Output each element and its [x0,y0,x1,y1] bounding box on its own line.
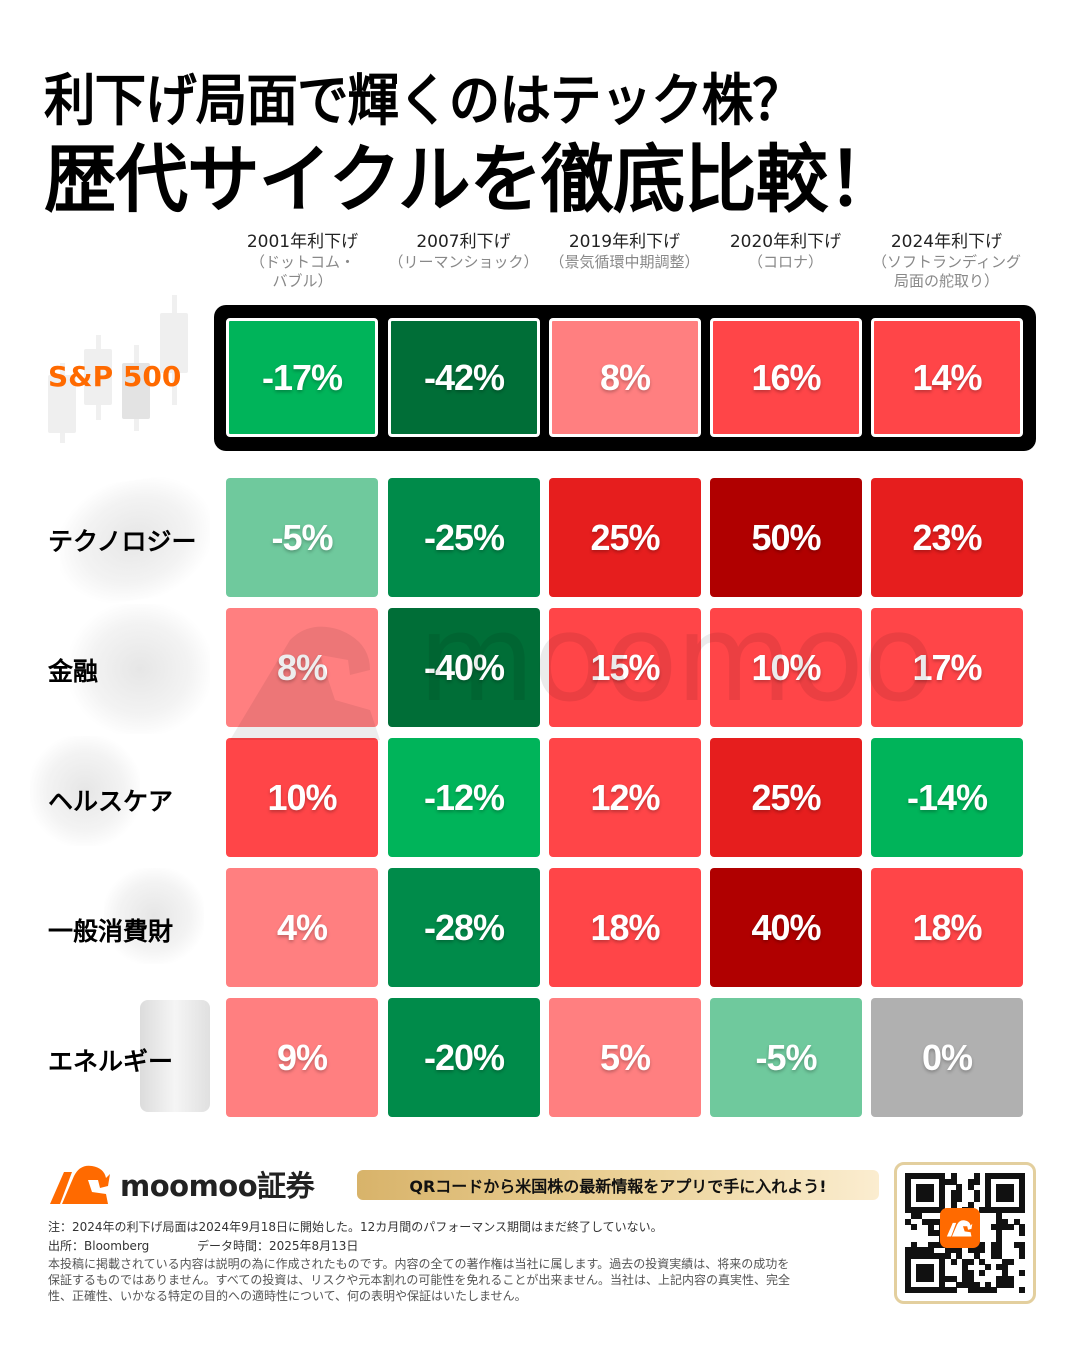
column-note: （ドットコム・バブル） [249,253,355,290]
heatmap-cell: 25% [710,738,862,857]
cell-value: 5% [599,1036,651,1078]
cell-value: -14% [906,776,988,818]
row-label-consumer-discretionary: 一般消費財 [48,917,174,946]
cell-value: 23% [912,516,982,558]
column-year: 2019年利下げ [568,232,681,252]
row-label-sp500: S&P 500 [48,360,182,393]
column-header-2020: 2020年利下げ （コロナ） [705,232,866,272]
cell-value: -42% [423,356,505,398]
heatmap-cell: 18% [549,868,701,987]
cell-value: 18% [590,906,660,948]
column-header-2024: 2024年利下げ （ソフトランディング局面の舵取り） [866,232,1027,291]
heatmap-cell: 12% [549,738,701,857]
title-line-2: 歴代サイクルを徹底比較！ [44,137,900,223]
cell-value: 4% [276,906,328,948]
heatmap-cell: 17% [871,608,1023,727]
heatmap-cell: -25% [388,478,540,597]
column-year: 2020年利下げ [729,232,842,252]
cell-value: 8% [599,356,651,398]
column-header-2001: 2001年利下げ （ドットコム・バブル） [222,232,383,291]
brand-name: moomoo証券 [120,1169,315,1203]
cell-value: 9% [276,1036,328,1078]
heatmap-cell: -40% [388,608,540,727]
cell-value: 25% [751,776,821,818]
money-stack-icon [70,604,210,734]
heatmap-cell: -20% [388,998,540,1117]
column-note: （リーマンショック） [388,253,539,272]
column-year: 2024年利下げ [890,232,1003,252]
cell-value: -17% [261,356,343,398]
column-note: （ソフトランディング局面の舵取り） [872,253,1021,290]
heatmap-cell: 4% [226,868,378,987]
heatmap-cell: -17% [226,318,378,437]
candlestick-icon [48,295,188,445]
disclaimer: 本投稿に掲載されている内容は説明の為に作成されたものです。内容の全ての著作権は当… [48,1257,790,1303]
footnote: 注：2024年の利下げ局面は2024年9月18日に開始した。12カ月間のパフォー… [48,1220,663,1234]
cell-value: 17% [912,646,982,688]
column-note: （景気循環中期調整） [549,253,700,272]
cell-value: -28% [423,906,505,948]
cell-value: 15% [590,646,660,688]
cell-value: -5% [755,1036,817,1078]
cell-value: -20% [423,1036,505,1078]
moomoo-app-icon [940,1208,980,1248]
column-year: 2007利下げ [416,232,511,252]
data-time: データ時間：2025年8月13日 [196,1239,359,1253]
oil-barrel-icon [140,1000,210,1112]
heatmap-cell: -5% [710,998,862,1117]
heatmap-cell: 0% [871,998,1023,1117]
cell-value: 8% [276,646,328,688]
heatmap-cell: -5% [226,478,378,597]
bull-logo-icon [50,1165,110,1204]
heatmap-cell: 18% [871,868,1023,987]
heatmap-cell: 8% [549,318,701,437]
heatmap-cell: -12% [388,738,540,857]
moomoo-brand: moomoo証券 [48,1162,315,1206]
column-header-2019: 2019年利下げ （景気循環中期調整） [544,232,705,272]
capsule-icon [30,736,140,846]
cell-value: 16% [751,356,821,398]
row-label-technology: テクノロジー [48,527,197,556]
source-line: 出所：Bloomberg データ時間：2025年8月13日 [48,1237,358,1254]
column-header-2007: 2007利下げ （リーマンショック） [383,232,544,272]
cell-value: 12% [590,776,660,818]
title-line-1: 利下げ局面で輝くのはテック株？ [44,69,804,134]
heatmap-cell: 25% [549,478,701,597]
heatmap-cell: 15% [549,608,701,727]
heatmap-cell: 23% [871,478,1023,597]
qr-code[interactable] [894,1162,1036,1304]
heatmap-cell: -42% [388,318,540,437]
row-label-healthcare: ヘルスケア [48,787,174,816]
row-label-financials: 金融 [48,657,99,686]
cell-value: -5% [271,516,333,558]
heatmap-cell: 40% [710,868,862,987]
cell-value: 40% [751,906,821,948]
cell-value: 18% [912,906,982,948]
column-note: （コロナ） [747,253,823,272]
heatmap-cell: 50% [710,478,862,597]
cell-value: -12% [423,776,505,818]
cell-value: -25% [423,516,505,558]
heatmap-cell: -14% [871,738,1023,857]
cell-value: 10% [751,646,821,688]
source: 出所：Bloomberg [48,1239,150,1253]
game-controller-icon [104,868,204,964]
heatmap-cell: 9% [226,998,378,1117]
cell-value: 25% [590,516,660,558]
cell-value: 0% [921,1036,973,1078]
heatmap-cell: 8% [226,608,378,727]
heatmap-cell: 14% [871,318,1023,437]
heatmap-cell: 5% [549,998,701,1117]
row-label-energy: エネルギー [48,1047,174,1076]
cell-value: 50% [751,516,821,558]
qr-promo-banner: QRコードから米国株の最新情報をアプリで手に入れよう! [357,1170,879,1200]
cell-value: 10% [267,776,337,818]
cell-value: 14% [912,356,982,398]
heatmap-cell: 16% [710,318,862,437]
column-year: 2001年利下げ [246,232,359,252]
heatmap-cell: 10% [226,738,378,857]
cell-value: -40% [423,646,505,688]
heatmap-cell: -28% [388,868,540,987]
heatmap-cell: 10% [710,608,862,727]
